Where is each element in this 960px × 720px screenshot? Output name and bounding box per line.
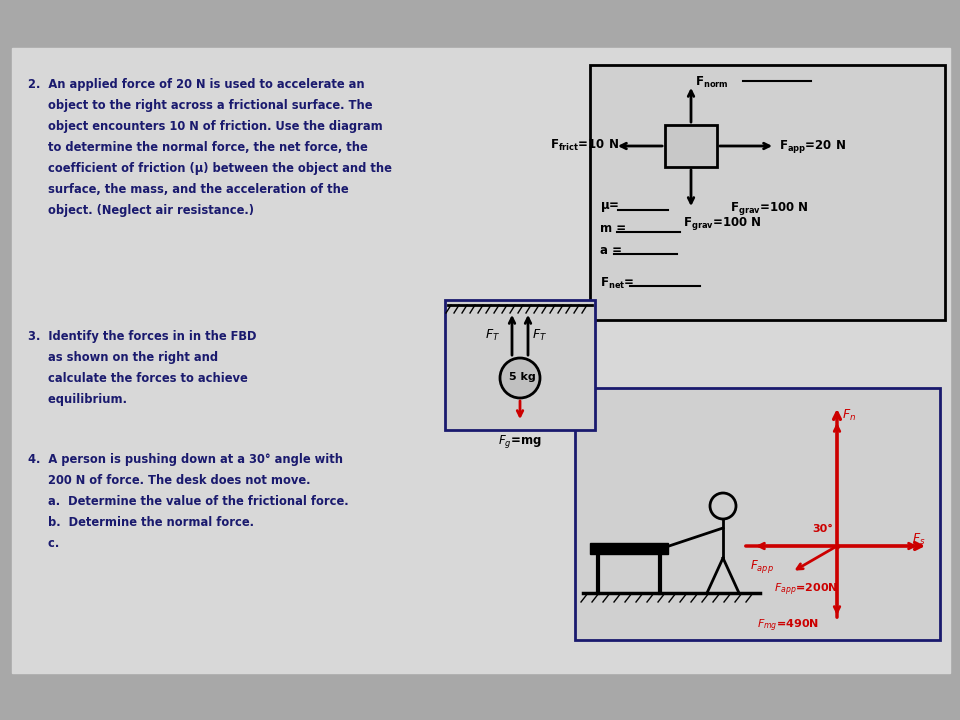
Text: $\mathbf{F_{app}}$=20 N: $\mathbf{F_{app}}$=20 N — [779, 138, 846, 155]
Text: equilibrium.: equilibrium. — [28, 393, 127, 406]
Text: as shown on the right and: as shown on the right and — [28, 351, 218, 364]
Text: b.  Determine the normal force.: b. Determine the normal force. — [28, 516, 254, 529]
Text: 2.  An applied force of 20 N is used to accelerate an: 2. An applied force of 20 N is used to a… — [28, 78, 365, 91]
Text: 5 kg: 5 kg — [509, 372, 536, 382]
Text: $\mathbf{F_{norm}}$: $\mathbf{F_{norm}}$ — [695, 75, 729, 90]
Text: $F_{app}$: $F_{app}$ — [750, 558, 774, 575]
Circle shape — [710, 493, 736, 519]
Text: surface, the mass, and the acceleration of the: surface, the mass, and the acceleration … — [28, 183, 348, 196]
Text: $\mathbf{F_{grav}}$=100 N: $\mathbf{F_{grav}}$=100 N — [730, 200, 808, 217]
Bar — [12, 48, 950, 673]
Text: $\mathbf{F_{grav}}$=100 N: $\mathbf{F_{grav}}$=100 N — [683, 215, 761, 232]
Text: 3.  Identify the forces in in the FBD: 3. Identify the forces in in the FBD — [28, 330, 256, 343]
Text: coefficient of friction (μ) between the object and the: coefficient of friction (μ) between the … — [28, 162, 392, 175]
Bar — [590, 543, 668, 554]
Text: object encounters 10 N of friction. Use the diagram: object encounters 10 N of friction. Use … — [28, 120, 383, 133]
Bar — [575, 388, 940, 640]
Text: calculate the forces to achieve: calculate the forces to achieve — [28, 372, 248, 385]
Text: object to the right across a frictional surface. The: object to the right across a frictional … — [28, 99, 372, 112]
Text: to determine the normal force, the net force, the: to determine the normal force, the net f… — [28, 141, 368, 154]
Text: $F_s$: $F_s$ — [912, 532, 925, 547]
Text: 200 N of force. The desk does not move.: 200 N of force. The desk does not move. — [28, 474, 310, 487]
Text: $F_{app}$=200N: $F_{app}$=200N — [774, 582, 838, 598]
Text: $F_n$: $F_n$ — [842, 408, 856, 423]
Text: $\mathbf{\mu}$=: $\mathbf{\mu}$= — [600, 200, 625, 214]
Circle shape — [500, 358, 540, 398]
Text: c.: c. — [28, 537, 60, 550]
Text: 4.  A person is pushing down at a 30° angle with: 4. A person is pushing down at a 30° ang… — [28, 453, 343, 466]
Bar — [665, 125, 717, 167]
Bar — [445, 300, 595, 430]
Text: $F_T$: $F_T$ — [485, 328, 500, 343]
Text: 30°: 30° — [812, 524, 833, 534]
Text: $F_{mg}$=490N: $F_{mg}$=490N — [757, 618, 819, 634]
Text: a =: a = — [600, 244, 626, 257]
Text: $\mathbf{F_{net}}$=: $\mathbf{F_{net}}$= — [600, 276, 636, 291]
Text: $F_T$: $F_T$ — [532, 328, 547, 343]
Text: object. (Neglect air resistance.): object. (Neglect air resistance.) — [28, 204, 254, 217]
Text: $\mathbf{F_{frict}}$=10 N: $\mathbf{F_{frict}}$=10 N — [550, 138, 619, 153]
Text: m =: m = — [600, 222, 631, 235]
Text: $F_g$=mg: $F_g$=mg — [498, 433, 541, 450]
Bar — [590, 65, 945, 320]
Text: a.  Determine the value of the frictional force.: a. Determine the value of the frictional… — [28, 495, 348, 508]
